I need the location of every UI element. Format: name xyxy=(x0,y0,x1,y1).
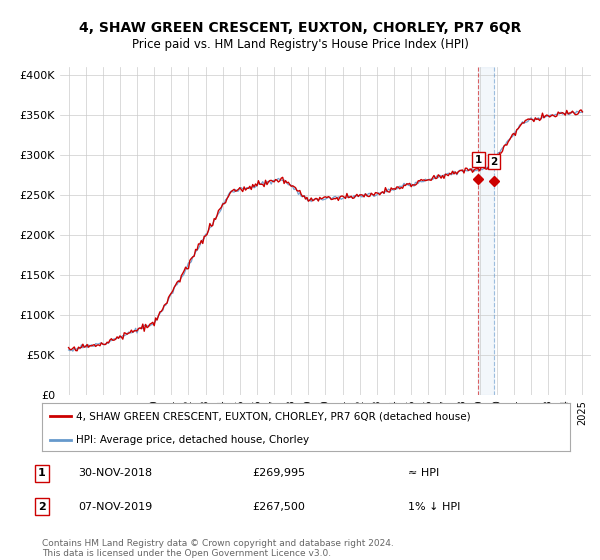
Text: 30-NOV-2018: 30-NOV-2018 xyxy=(78,468,152,478)
Bar xyxy=(478,67,494,395)
Text: 1: 1 xyxy=(38,468,46,478)
Text: 2: 2 xyxy=(38,502,46,512)
Text: 1: 1 xyxy=(475,155,482,165)
Text: 1% ↓ HPI: 1% ↓ HPI xyxy=(408,502,460,512)
Text: HPI: Average price, detached house, Chorley: HPI: Average price, detached house, Chor… xyxy=(76,435,310,445)
Text: 07-NOV-2019: 07-NOV-2019 xyxy=(78,502,152,512)
Text: 4, SHAW GREEN CRESCENT, EUXTON, CHORLEY, PR7 6QR (detached house): 4, SHAW GREEN CRESCENT, EUXTON, CHORLEY,… xyxy=(76,411,471,421)
Text: ≈ HPI: ≈ HPI xyxy=(408,468,439,478)
Text: £269,995: £269,995 xyxy=(252,468,305,478)
Text: Contains HM Land Registry data © Crown copyright and database right 2024.
This d: Contains HM Land Registry data © Crown c… xyxy=(42,539,394,558)
Text: £267,500: £267,500 xyxy=(252,502,305,512)
Text: 2: 2 xyxy=(491,157,498,167)
Text: Price paid vs. HM Land Registry's House Price Index (HPI): Price paid vs. HM Land Registry's House … xyxy=(131,38,469,51)
Text: 4, SHAW GREEN CRESCENT, EUXTON, CHORLEY, PR7 6QR: 4, SHAW GREEN CRESCENT, EUXTON, CHORLEY,… xyxy=(79,21,521,35)
